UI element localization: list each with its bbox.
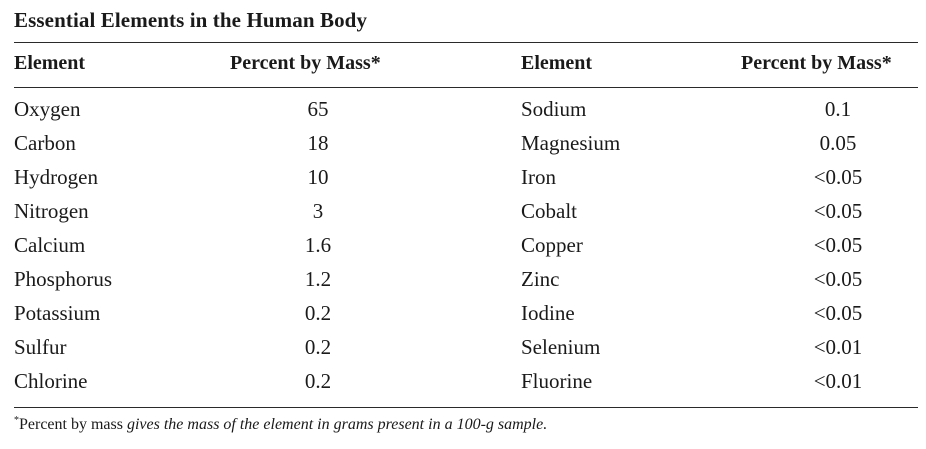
right-value-cell: <0.01 [813,335,863,359]
left-value-cell: 0.2 [304,301,332,325]
footnote-marker: * [14,415,19,426]
bottom-rule [14,407,918,408]
left-element-cell: Potassium [14,301,101,325]
right-value-cell: <0.05 [813,267,863,291]
table-title: Essential Elements in the Human Body [14,8,368,32]
header-percent-right: Percent by Mass* [741,52,892,74]
left-element-cell: Nitrogen [14,199,89,223]
right-value-cell: <0.05 [813,165,863,189]
right-element-cell: Sodium [521,97,587,121]
table-row: Sulfur 0.2 Selenium <0.01 [0,333,926,367]
table-row: Nitrogen 3 Cobalt <0.05 [0,197,926,231]
right-element-cell: Iron [521,165,556,189]
right-value-cell: <0.05 [813,233,863,257]
left-element-cell: Chlorine [14,369,88,393]
left-value-cell: 0.2 [304,369,332,393]
left-value-cell: 65 [307,97,329,121]
right-value-cell: <0.05 [813,301,863,325]
header-rule [14,87,918,88]
right-element-cell: Copper [521,233,583,257]
left-value-cell: 18 [307,131,329,155]
footnote: *Percent by mass gives the mass of the e… [14,415,547,434]
left-element-cell: Oxygen [14,97,81,121]
right-element-cell: Selenium [521,335,601,359]
right-element-cell: Magnesium [521,131,621,155]
header-element-left: Element [14,52,86,74]
left-element-cell: Phosphorus [14,267,113,291]
left-element-cell: Carbon [14,131,76,155]
table-row: Carbon 18 Magnesium 0.05 [0,129,926,163]
right-element-cell: Fluorine [521,369,593,393]
table-row: Calcium 1.6 Copper <0.05 [0,231,926,265]
header-percent-left: Percent by Mass* [230,52,381,74]
left-value-cell: 1.6 [304,233,332,257]
table-row: Chlorine 0.2 Fluorine <0.01 [0,367,926,401]
footnote-text: gives the mass of the element in grams p… [122,416,548,433]
right-value-cell: 0.1 [824,97,852,121]
footnote-lead: Percent by mass [19,416,123,433]
right-element-cell: Cobalt [521,199,577,223]
left-value-cell: 10 [307,165,329,189]
right-value-cell: <0.01 [813,369,863,393]
left-element-cell: Hydrogen [14,165,98,189]
top-rule [14,42,918,43]
left-value-cell: 1.2 [304,267,332,291]
table-row: Hydrogen 10 Iron <0.05 [0,163,926,197]
left-value-cell: 0.2 [304,335,332,359]
table-row: Phosphorus 1.2 Zinc <0.05 [0,265,926,299]
right-value-cell: 0.05 [819,131,857,155]
left-element-cell: Calcium [14,233,86,257]
table-row: Potassium 0.2 Iodine <0.05 [0,299,926,333]
left-value-cell: 3 [312,199,324,223]
left-element-cell: Sulfur [14,335,67,359]
right-value-cell: <0.05 [813,199,863,223]
right-element-cell: Iodine [521,301,575,325]
right-element-cell: Zinc [521,267,560,291]
header-element-right: Element [521,52,593,74]
table-body: Oxygen 65 Sodium 0.1 Carbon 18 Magnesium… [0,95,926,401]
table-row: Oxygen 65 Sodium 0.1 [0,95,926,129]
